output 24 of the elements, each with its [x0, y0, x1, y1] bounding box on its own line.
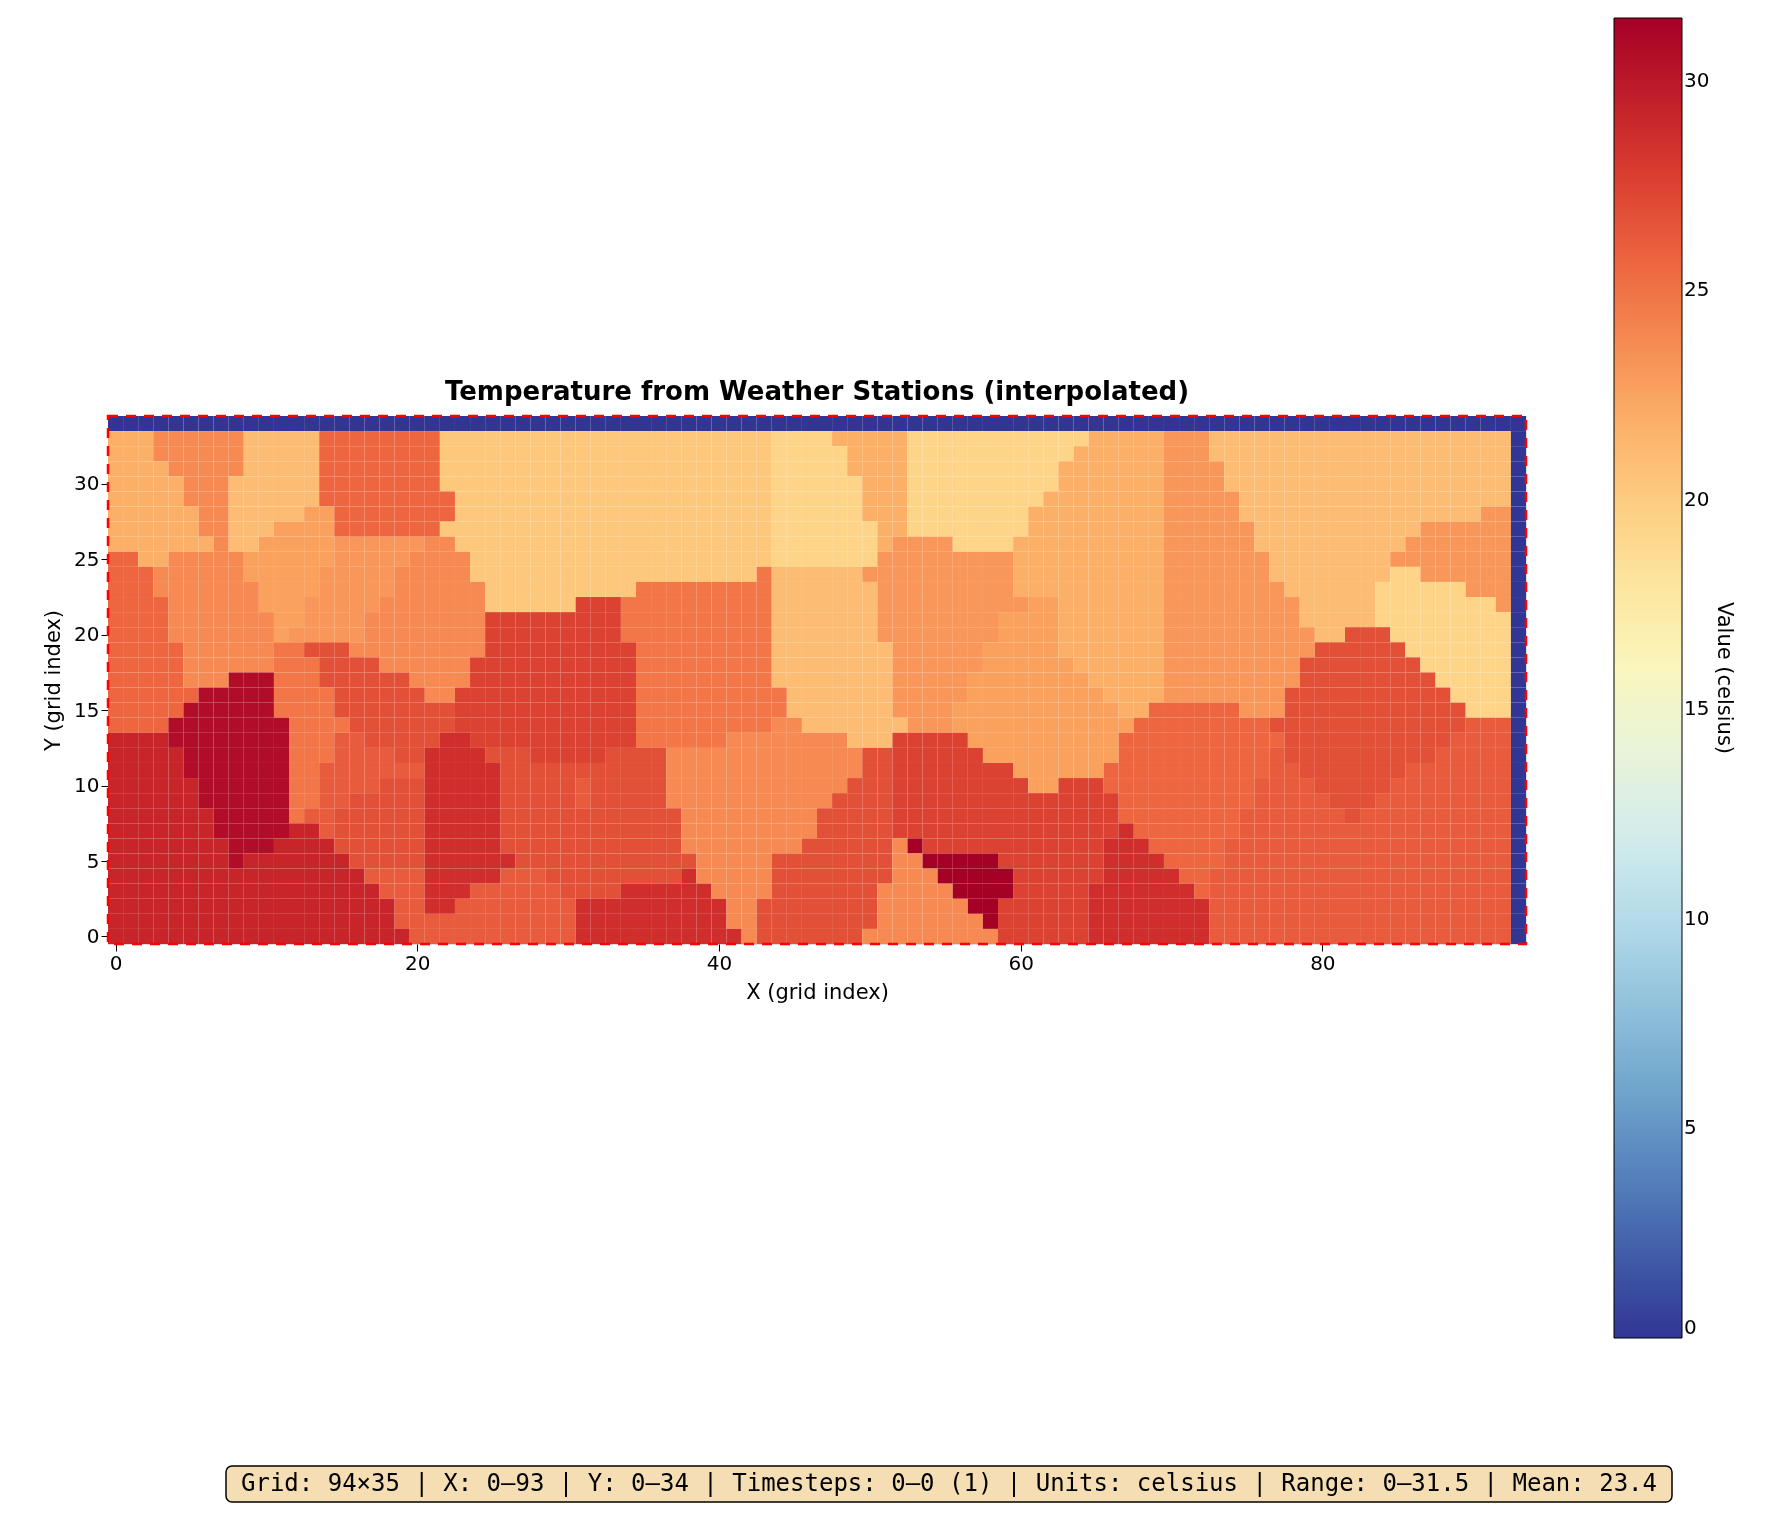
- text: Grid: 94×35 | X: 0–93 | Y: 0–34 | Timesteps: 0–0 (1) | Units: celsius | Range: 0–31.5 | Mean: 23.4: [240, 1469, 1658, 1497]
- y-tick-label: 30: [74, 471, 100, 496]
- y-tick-label: 25: [74, 546, 100, 571]
- color-bar-label: 25: [1684, 277, 1710, 302]
- y-tick-label: 15: [74, 697, 100, 722]
- y-tick-label: 10: [74, 773, 100, 798]
- y-axis-title: Y (grid index): [41, 609, 66, 753]
- color-bar-label: 20: [1684, 486, 1710, 511]
- color-bar-label: 0: [1684, 1315, 1697, 1339]
- x-axis-title: X (grid index): [746, 979, 889, 1004]
- color-bar-label: 10: [1684, 905, 1710, 930]
- x-tick-label: 40: [706, 950, 733, 975]
- x-tick-label: 60: [1008, 950, 1034, 975]
- color-bar-label: 15: [1684, 696, 1710, 721]
- color-bar-title: Value (celsius): [1713, 601, 1737, 755]
- y-tick-label: 20: [74, 622, 100, 647]
- x-tick-label: 20: [405, 950, 431, 975]
- y-tick-label: 5: [86, 848, 100, 873]
- x-tick-label: 0: [109, 950, 123, 975]
- chart-title: Temperature from Weather Stations (interpolated): [444, 376, 1190, 406]
- color-bar-label: 5: [1684, 1115, 1697, 1140]
- color-bar-label: 30: [1684, 67, 1710, 92]
- y-tick-label: 0: [86, 923, 100, 948]
- x-tick-label: 80: [1310, 950, 1336, 975]
